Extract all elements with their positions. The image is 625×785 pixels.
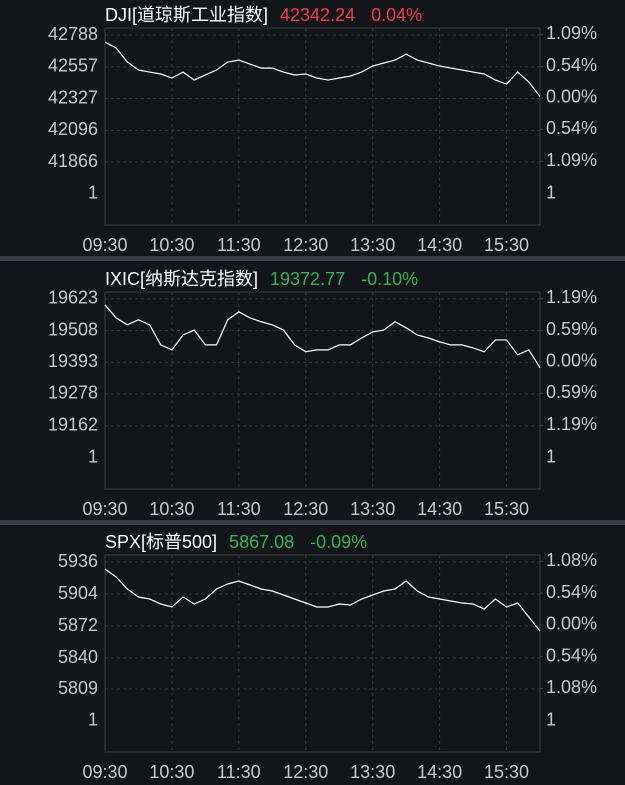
x-tick-label: 13:30 bbox=[350, 762, 395, 782]
volume-tick-label: 1 bbox=[88, 447, 98, 467]
x-tick-label: 13:30 bbox=[350, 235, 395, 255]
y2-tick-label: 0.59% bbox=[546, 319, 597, 339]
plot-frame bbox=[104, 554, 541, 753]
volume-tick-label: 1 bbox=[88, 183, 98, 203]
change: -0.10% bbox=[361, 269, 418, 289]
y2-tick-label: 0.00% bbox=[546, 614, 597, 634]
volume-tick-label: 1 bbox=[546, 447, 556, 467]
price: 19372.77 bbox=[270, 269, 345, 289]
y-tick-label: 19278 bbox=[48, 383, 98, 403]
y2-tick-label: 0.00% bbox=[546, 87, 597, 107]
x-tick-label: 15:30 bbox=[484, 762, 529, 782]
x-tick-label: 11:30 bbox=[217, 499, 261, 519]
volume-tick-label: 1 bbox=[546, 710, 556, 730]
y-tick-label: 5936 bbox=[58, 551, 98, 571]
x-tick-label: 14:30 bbox=[417, 499, 462, 519]
y-tick-label: 42788 bbox=[48, 24, 98, 44]
volume-tick-label: 1 bbox=[88, 710, 98, 730]
y2-tick-label: 0.54% bbox=[546, 582, 597, 602]
chart-title: IXIC[纳斯达克指数] bbox=[105, 269, 258, 289]
volume-tick-label: 1 bbox=[546, 183, 556, 203]
x-tick-label: 09:30 bbox=[82, 235, 127, 255]
y-tick-label: 19162 bbox=[48, 415, 98, 435]
y2-tick-label: 1.08% bbox=[546, 550, 597, 570]
y-tick-label: 19623 bbox=[48, 288, 98, 308]
y-tick-label: 5840 bbox=[58, 647, 98, 667]
y2-tick-label: 1.19% bbox=[546, 287, 597, 307]
panel-separator bbox=[0, 520, 625, 525]
y2-tick-label: 1.09% bbox=[546, 23, 597, 43]
y-tick-label: 42096 bbox=[48, 119, 98, 139]
x-tick-label: 15:30 bbox=[484, 235, 529, 255]
plot-frame bbox=[104, 27, 541, 226]
change: -0.09% bbox=[310, 532, 367, 552]
price: 5867.08 bbox=[229, 532, 294, 552]
y-tick-label: 19508 bbox=[48, 319, 98, 339]
x-tick-label: 10:30 bbox=[149, 235, 194, 255]
y-tick-label: 19393 bbox=[48, 351, 98, 371]
y2-tick-label: 1.08% bbox=[546, 677, 597, 697]
x-tick-label: 09:30 bbox=[82, 762, 127, 782]
x-tick-label: 10:30 bbox=[149, 762, 194, 782]
chart-title: DJI[道琼斯工业指数] bbox=[105, 5, 268, 25]
price-line bbox=[104, 568, 541, 632]
chart-header: DJI[道琼斯工业指数] 42342.24 0.04% bbox=[105, 5, 422, 25]
x-tick-label: 13:30 bbox=[350, 499, 395, 519]
chart-header: SPX[标普500] 5867.08 -0.09% bbox=[105, 532, 367, 552]
price-line bbox=[104, 41, 541, 97]
x-tick-label: 12:30 bbox=[283, 499, 328, 519]
y2-tick-label: 0.54% bbox=[546, 645, 597, 665]
y2-tick-label: 0.54% bbox=[546, 55, 597, 75]
x-tick-label: 10:30 bbox=[149, 499, 194, 519]
y2-tick-label: 1.09% bbox=[546, 150, 597, 170]
panel-separator bbox=[0, 256, 625, 261]
y-tick-label: 5904 bbox=[58, 583, 98, 603]
y-tick-label: 5809 bbox=[58, 678, 98, 698]
x-tick-label: 14:30 bbox=[417, 235, 462, 255]
plot-frame bbox=[104, 291, 541, 490]
y2-tick-label: 0.59% bbox=[546, 382, 597, 402]
x-tick-label: 11:30 bbox=[217, 762, 261, 782]
chart-title: SPX[标普500] bbox=[105, 532, 217, 552]
x-tick-label: 14:30 bbox=[417, 762, 462, 782]
y-tick-label: 42557 bbox=[48, 56, 98, 76]
x-tick-label: 11:30 bbox=[217, 235, 261, 255]
y-tick-label: 41866 bbox=[48, 151, 98, 171]
y2-tick-label: 0.00% bbox=[546, 351, 597, 371]
chart-header: IXIC[纳斯达克指数] 19372.77 -0.10% bbox=[105, 269, 418, 289]
change: 0.04% bbox=[371, 5, 422, 25]
price: 42342.24 bbox=[280, 5, 355, 25]
y-tick-label: 5872 bbox=[58, 615, 98, 635]
y2-tick-label: 1.19% bbox=[546, 414, 597, 434]
x-tick-label: 12:30 bbox=[283, 235, 328, 255]
y2-tick-label: 0.54% bbox=[546, 118, 597, 138]
x-tick-label: 09:30 bbox=[82, 499, 127, 519]
price-line bbox=[104, 304, 541, 369]
x-tick-label: 15:30 bbox=[484, 499, 529, 519]
y-tick-label: 42327 bbox=[48, 87, 98, 107]
x-tick-label: 12:30 bbox=[283, 762, 328, 782]
